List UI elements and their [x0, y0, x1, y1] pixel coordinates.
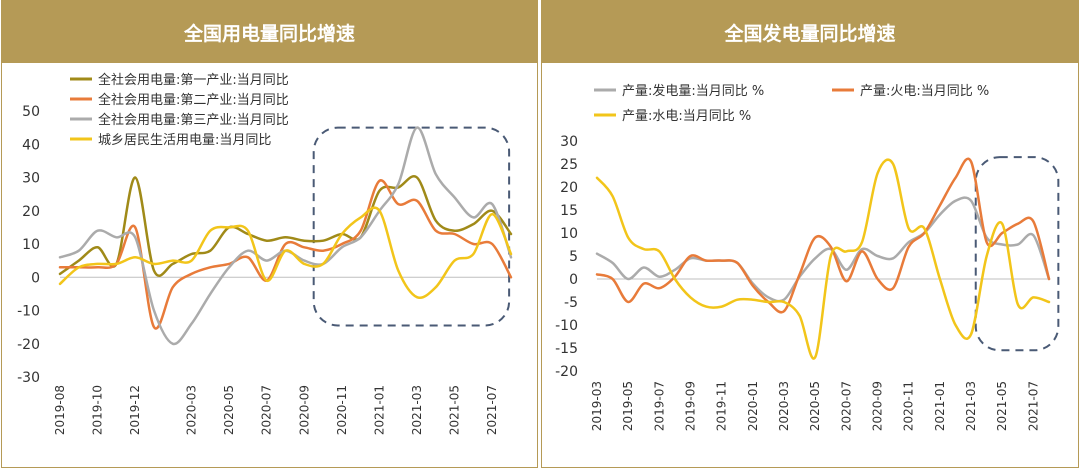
y-tick-label: 0 — [569, 272, 578, 288]
right-chart-title: 全国发电量同比增速 — [542, 1, 1078, 63]
x-tick-label: 2020-01 — [746, 381, 760, 431]
x-tick-label: 2021-07 — [1026, 381, 1040, 431]
x-tick-label: 2021-01 — [933, 381, 947, 431]
x-tick-label: 2019-11 — [715, 381, 729, 431]
x-tick-label: 2020-11 — [902, 381, 916, 431]
right-chart-svg: -20 -15 -10 -5 0 5 10 15 20 25 30 2019-03 2019-05 201… — [555, 83, 1060, 431]
x-tick-label: 2021-07 — [485, 385, 499, 435]
series-line-1 — [595, 196, 1051, 303]
legend-label-3: 全社会用电量:第三产业:当月同比 — [98, 112, 289, 128]
x-tick-label: 2020-07 — [260, 385, 274, 435]
legend-label-2: 产量:火电:当月同比 % — [860, 84, 989, 99]
x-tick-label: 2021-05 — [448, 385, 462, 435]
series-line-2 — [58, 179, 513, 330]
series-line-1 — [58, 175, 513, 278]
y-tick-label: -10 — [555, 318, 578, 334]
y-tick-label: 30 — [22, 171, 40, 187]
y-tick-label: 0 — [31, 270, 40, 286]
y-tick-label: -10 — [17, 304, 40, 320]
x-tick-label: 2019-09 — [684, 381, 698, 431]
y-tick-label: 50 — [22, 104, 40, 120]
x-tick-label: 2019-08 — [53, 385, 67, 435]
series-line-4 — [58, 206, 513, 300]
x-tick-label: 2020-11 — [335, 385, 349, 435]
y-tick-label: 20 — [22, 204, 40, 220]
y-tick-label: -20 — [17, 337, 40, 353]
x-tick-label: 2019-07 — [652, 381, 666, 431]
legend-label-2: 全社会用电量:第二产业:当月同比 — [98, 92, 289, 108]
y-tick-label: 15 — [560, 203, 578, 219]
legend-label-1: 全社会用电量:第一产业:当月同比 — [98, 72, 289, 88]
y-tick-label: 10 — [560, 226, 578, 242]
y-tick-label: 40 — [22, 137, 40, 153]
x-tick-label: 2020-07 — [839, 381, 853, 431]
x-tick-label: 2020-05 — [222, 385, 236, 435]
y-tick-label: 30 — [560, 134, 578, 150]
x-tick-label: 2021-05 — [995, 381, 1009, 431]
y-tick-label: -30 — [17, 370, 40, 386]
series-line-3 — [595, 158, 1051, 360]
legend-label-3: 产量:水电:当月同比 % — [622, 109, 751, 124]
x-tick-label: 2021-03 — [410, 385, 424, 435]
left-chart-panel: 全国用电量同比增速 -30 -20 -10 0 10 20 30 40 50 2019-08 201… — [1, 0, 538, 468]
x-tick-label: 2020-03 — [777, 381, 791, 431]
y-tick-label: 25 — [560, 157, 578, 173]
x-tick-label: 2019-05 — [621, 381, 635, 431]
x-tick-label: 2020-09 — [297, 385, 311, 435]
x-tick-label: 2019-12 — [128, 385, 142, 435]
x-tick-label: 2019-03 — [590, 381, 604, 431]
right-chart-panel: 全国发电量同比增速 -20 -15 -10 -5 0 5 10 15 20 25 30 2019-03… — [541, 0, 1079, 468]
x-tick-label: 2021-03 — [964, 381, 978, 431]
y-tick-label: -20 — [555, 364, 578, 380]
legend-label-4: 城乡居民生活用电量:当月同比 — [98, 133, 271, 148]
y-tick-label: 20 — [560, 180, 578, 196]
x-tick-label: 2019-10 — [91, 385, 105, 435]
legend-label-1: 产量:发电量:当月同比 % — [622, 83, 764, 99]
y-tick-label: 10 — [22, 237, 40, 253]
left-chart-title: 全国用电量同比增速 — [2, 1, 537, 63]
x-tick-label: 2020-05 — [808, 381, 822, 431]
left-chart-svg: -30 -20 -10 0 10 20 30 40 50 2019-08 2019-10 2019-1… — [17, 72, 513, 435]
x-tick-label: 2020-09 — [871, 381, 885, 431]
highlight-box — [312, 126, 511, 327]
x-tick-label: 2020-03 — [185, 385, 199, 435]
y-tick-label: 5 — [569, 249, 578, 265]
x-tick-label: 2021-01 — [372, 385, 386, 435]
highlight-box — [974, 156, 1060, 352]
y-tick-label: -5 — [564, 295, 578, 311]
y-tick-label: -15 — [555, 341, 578, 357]
